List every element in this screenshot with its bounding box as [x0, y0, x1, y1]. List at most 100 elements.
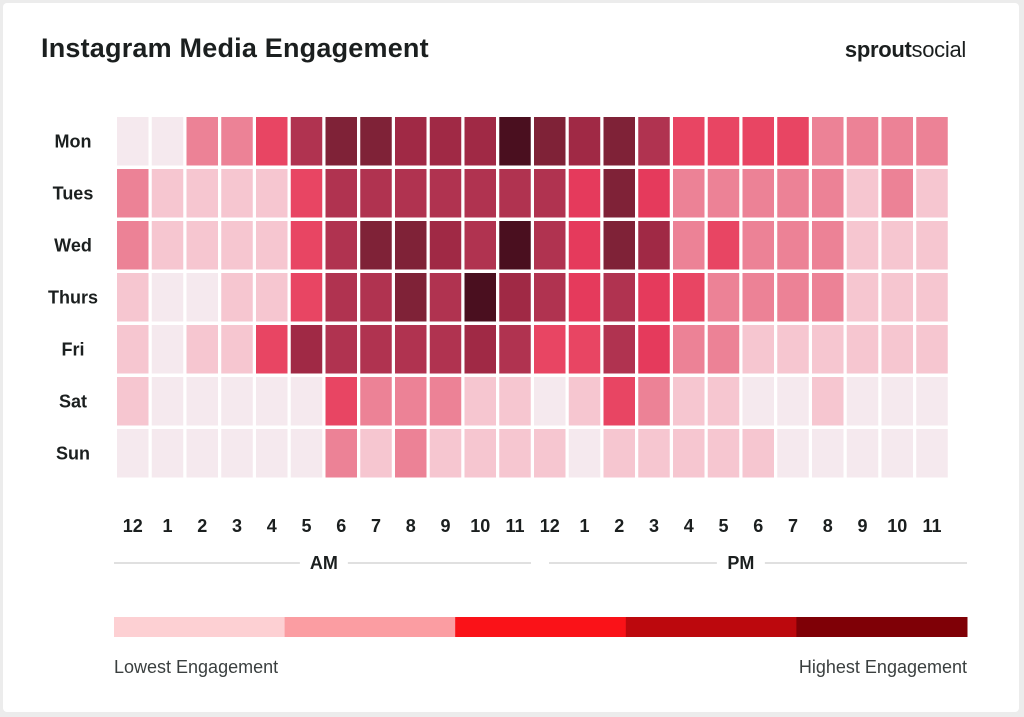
heatmap-cell — [186, 117, 218, 166]
heatmap-cell — [360, 273, 392, 322]
legend-swatches — [114, 617, 968, 637]
heatmap-cell — [360, 117, 392, 166]
heatmap-cell — [256, 273, 288, 322]
heatmap-cell — [742, 273, 774, 322]
heatmap-cell — [117, 429, 149, 478]
heatmap-cell — [221, 325, 253, 374]
row-label-mon: Mon — [55, 131, 92, 151]
heatmap-cell — [707, 325, 740, 374]
heatmap-cell — [603, 429, 635, 478]
period-label-pm: PM — [727, 553, 754, 573]
heatmap-cell — [881, 325, 913, 374]
legend-swatch — [455, 617, 627, 637]
heatmap-cell — [568, 221, 601, 270]
heatmap-cell — [395, 429, 427, 478]
heatmap-cell — [846, 273, 879, 322]
heatmap-cell — [290, 325, 323, 374]
heatmap-cell — [499, 325, 531, 374]
column-label: 10 — [887, 516, 907, 536]
heatmap-cell — [534, 429, 566, 478]
legend-swatch — [114, 617, 286, 637]
heatmap-cell — [638, 377, 670, 426]
legend-low-label: Lowest Engagement — [114, 657, 278, 677]
heatmap-cell — [638, 169, 670, 218]
heatmap-cell — [186, 169, 218, 218]
column-labels: 12 1 2 3 4 5 6 7 8 9 10 11 12 1 2 3 4 5 6 7 8 9 10 11 — [123, 516, 942, 536]
heatmap-cell — [221, 221, 253, 270]
heatmap-cell — [117, 221, 149, 270]
heatmap-cell — [186, 273, 218, 322]
heatmap-cell — [499, 221, 531, 270]
heatmap-cell — [429, 325, 462, 374]
heatmap-cell — [638, 273, 670, 322]
heatmap-cell — [707, 221, 740, 270]
heatmap-cell — [916, 377, 948, 426]
heatmap-cell — [360, 377, 392, 426]
heatmap-cell — [534, 273, 566, 322]
column-label: 12 — [540, 516, 560, 536]
column-label: 2 — [197, 516, 207, 536]
heatmap-cell — [881, 377, 913, 426]
heatmap-cell — [395, 117, 427, 166]
heatmap-cell — [603, 325, 635, 374]
heatmap-cell — [290, 117, 323, 166]
heatmap-cell — [742, 221, 774, 270]
heatmap-cell — [846, 377, 879, 426]
heatmap-cell — [603, 377, 635, 426]
heatmap-cell — [673, 325, 705, 374]
heatmap-cell — [325, 221, 357, 270]
heatmap-cell — [151, 377, 184, 426]
heatmap-cell — [499, 169, 531, 218]
heatmap-cell — [534, 221, 566, 270]
heatmap-cell — [673, 429, 705, 478]
heatmap-cell — [742, 325, 774, 374]
column-label: 6 — [753, 516, 763, 536]
legend-swatch — [625, 617, 797, 637]
column-label: 9 — [440, 516, 450, 536]
row-label-fri: Fri — [61, 339, 84, 359]
heatmap-cell — [916, 117, 948, 166]
heatmap-cell — [117, 117, 149, 166]
heatmap-cell — [290, 169, 323, 218]
heatmap-cell — [186, 429, 218, 478]
column-label: 11 — [922, 516, 941, 536]
heatmap-cell — [464, 429, 496, 478]
heatmap-cell — [429, 273, 462, 322]
heatmap-cell — [325, 169, 357, 218]
logo-text-sprout: sprout — [844, 37, 912, 62]
column-label: 9 — [857, 516, 867, 536]
heatmap-cell — [812, 169, 844, 218]
heatmap-cell — [395, 377, 427, 426]
heatmap-cell — [812, 429, 844, 478]
color-legend: Lowest Engagement Highest Engagement — [114, 617, 968, 677]
heatmap-cell — [568, 429, 601, 478]
row-label-sat: Sat — [59, 391, 87, 411]
heatmap-cell — [221, 169, 253, 218]
heatmap-cell — [464, 325, 496, 374]
heatmap-cell — [777, 273, 809, 322]
heatmap-cell — [534, 377, 566, 426]
heatmap-cell — [395, 221, 427, 270]
heatmap-cell — [638, 429, 670, 478]
column-label: 7 — [788, 516, 798, 536]
heatmap-cell — [568, 377, 601, 426]
heatmap-cell — [568, 273, 601, 322]
heatmap-cell — [360, 325, 392, 374]
heatmap-cell — [360, 429, 392, 478]
heatmap-cell — [568, 325, 601, 374]
heatmap-cell — [221, 273, 253, 322]
legend-high-label: Highest Engagement — [799, 657, 967, 677]
heatmap-cell — [777, 429, 809, 478]
heatmap-cell — [256, 169, 288, 218]
row-label-wed: Wed — [54, 235, 92, 255]
heatmap-cell — [151, 325, 184, 374]
column-label: 4 — [267, 516, 277, 536]
heatmap-cell — [916, 325, 948, 374]
heatmap-cell — [534, 325, 566, 374]
heatmap-cell — [360, 221, 392, 270]
heatmap-cell — [256, 429, 288, 478]
heatmap-cell — [881, 429, 913, 478]
heatmap-cell — [151, 117, 184, 166]
heatmap-cell — [707, 169, 740, 218]
